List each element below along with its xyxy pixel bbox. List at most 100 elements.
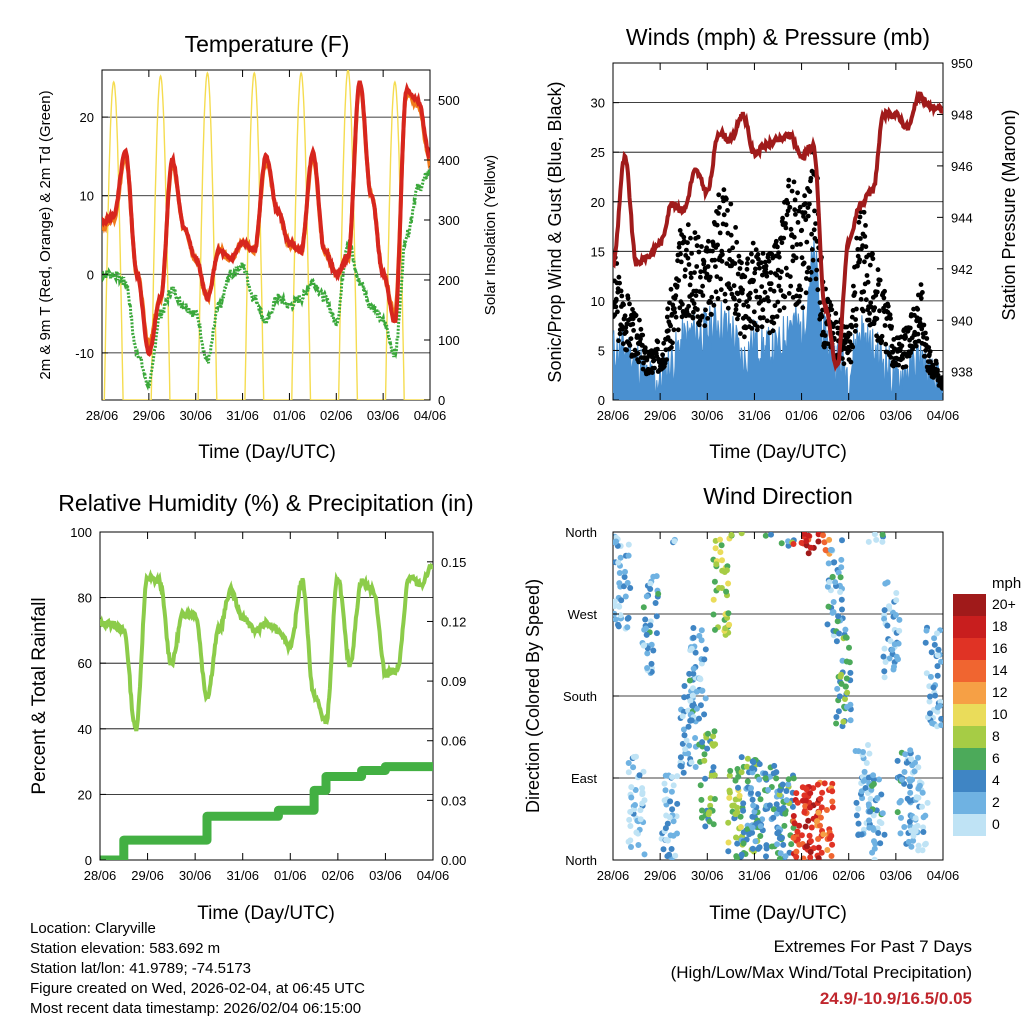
gust-point [852,328,858,334]
gust-point [863,223,868,228]
direction-point [669,806,676,813]
gust-point [665,335,671,340]
gust-point [787,274,793,279]
direction-point [912,815,919,822]
gust-point [899,343,905,349]
gust-point [783,221,788,226]
gust-point [784,212,790,218]
winds-xtick-label: 28/06 [597,408,630,423]
direction-point [752,838,759,845]
direction-point [919,803,925,810]
direction-point [829,609,836,616]
direction-point [633,829,640,836]
gust-point [776,283,782,289]
gust-point [702,323,708,329]
gust-point [889,324,894,329]
direction-point [830,599,837,605]
direction-point [882,659,889,665]
gust-point [813,276,819,282]
gust-point [856,219,862,225]
direction-point [643,631,650,638]
direction-point [650,573,657,580]
direction-point [818,849,825,856]
direction-point [820,831,827,838]
direction-point [674,800,681,807]
direction-point [896,627,903,634]
gust-point [637,317,642,323]
direction-point [863,760,870,766]
direction-point [778,540,785,547]
direction-point [914,822,921,829]
temperature-xtick-label: 31/06 [226,408,259,423]
gust-point [927,349,933,354]
gust-point [783,265,789,271]
direction-point [882,580,889,587]
gust-point [740,287,745,293]
gust-point [796,299,802,304]
direction-point [748,789,754,796]
winds-xtick-label: 01/06 [785,408,818,423]
gust-point [798,241,803,247]
gust-point [822,333,828,338]
direction-point [793,790,800,797]
direction-point [821,539,828,546]
direction-point [886,605,893,612]
colorbar-label: 14 [992,662,1008,678]
direction-point [690,685,696,692]
direction-point [906,818,913,825]
gust-point [706,238,711,244]
direction-point [838,564,845,571]
direction-point [889,646,896,653]
gust-point [690,315,696,321]
direction-point [706,818,713,825]
gust-point [752,270,758,276]
direction-point [782,810,789,817]
gust-point [833,319,839,325]
gust-point [707,274,713,280]
gust-point [924,336,930,341]
colorbar-label: 18 [992,618,1008,634]
gust-point [803,290,809,296]
direction-point [717,549,724,556]
direction-point [892,612,899,618]
direction-point [823,807,830,813]
precipitation-line [100,762,433,860]
direction-point [616,580,623,587]
direction-point [890,666,897,673]
direction-point [779,781,786,788]
humidity-xtick-label: 03/06 [369,868,402,883]
gust-point [751,309,757,315]
humidity-xtick-label: 31/06 [226,868,259,883]
gust-point [865,279,871,285]
direction-point [630,764,637,771]
gust-point [799,227,805,233]
direction-point [640,604,647,611]
direction-point [803,538,810,544]
direction-point [881,831,888,838]
gust-point [733,302,739,308]
gust-point [795,190,800,196]
gust-point [783,225,789,231]
gust-point [630,321,636,327]
direction-point [938,715,943,722]
gust-point [788,283,794,289]
direction-point [910,832,917,839]
direction-point [860,749,866,755]
gust-point [709,312,714,317]
gust-point [686,262,692,267]
gust-point [788,226,794,232]
temperature-series-layer [102,70,430,400]
gust-point [664,314,670,320]
gust-point [686,303,691,309]
direction-point [757,823,764,830]
gust-point [805,213,811,219]
colorbar-label: 16 [992,640,1008,656]
gust-point [620,341,626,347]
gust-point [722,291,728,297]
direction-point [862,785,869,791]
gust-point [776,254,782,260]
direction-point [668,846,675,852]
gust-point [762,289,768,295]
colorbar-swatch [953,748,986,770]
direction-point [680,726,687,733]
